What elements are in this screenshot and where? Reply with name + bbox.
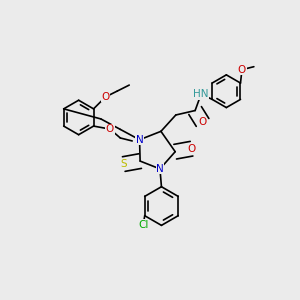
Text: O: O xyxy=(238,65,246,75)
Text: Cl: Cl xyxy=(138,220,148,230)
Text: S: S xyxy=(121,159,127,169)
Text: O: O xyxy=(198,117,207,128)
Text: N: N xyxy=(156,164,164,174)
Text: O: O xyxy=(106,124,114,134)
Text: N: N xyxy=(136,135,143,145)
Text: O: O xyxy=(188,144,196,154)
Text: HN: HN xyxy=(193,89,209,99)
Text: O: O xyxy=(101,92,110,102)
